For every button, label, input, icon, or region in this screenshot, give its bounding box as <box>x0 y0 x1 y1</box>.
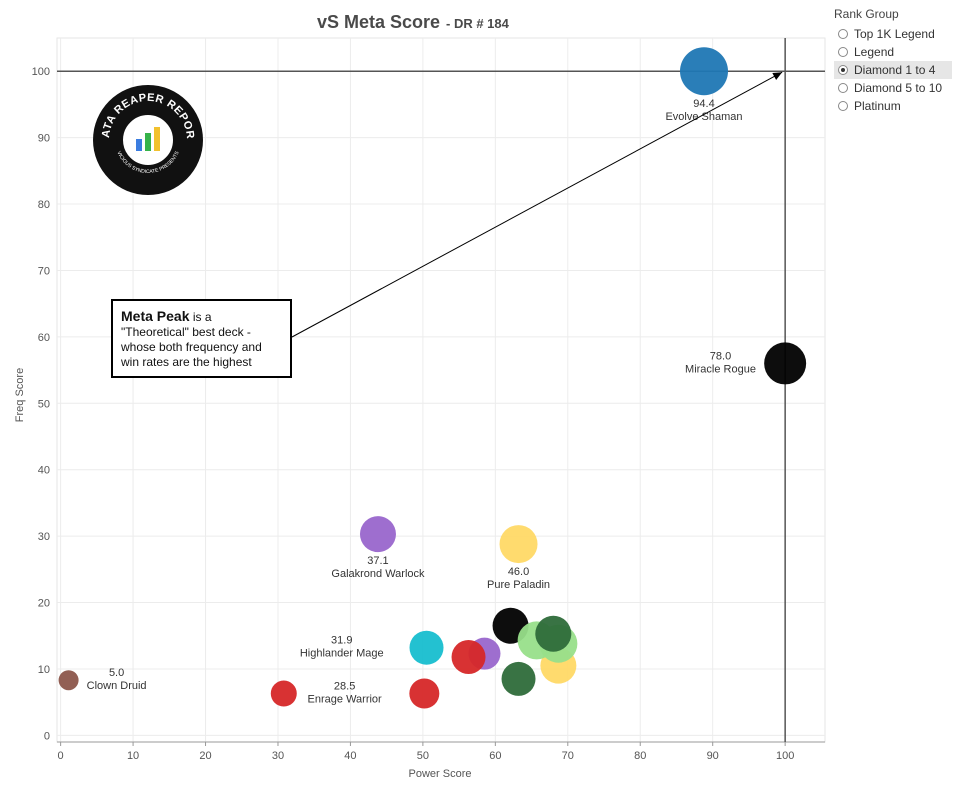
legend-item-platinum[interactable]: Platinum <box>834 97 952 115</box>
rank-group-legend: Rank Group Top 1K Legend Legend Diamond … <box>834 7 952 115</box>
legend-item-diamond-1-to-4[interactable]: Diamond 1 to 4 <box>834 61 952 79</box>
y-tick-label: 70 <box>38 265 50 277</box>
y-axis-title: Freq Score <box>14 368 26 422</box>
meta-peak-annotation: Meta Peak is a "Theoretical" best deck -… <box>111 299 292 378</box>
y-tick-label: 90 <box>38 133 50 145</box>
data-value-label: 78.0 <box>710 350 731 362</box>
data-reaper-logo: DATA REAPER REPORT VICIOUS SYNDICATE PRE… <box>93 85 203 195</box>
data-point <box>409 630 444 665</box>
legend-item-label: Diamond 1 to 4 <box>854 63 936 77</box>
x-tick-label: 100 <box>776 750 794 762</box>
legend-item-label: Platinum <box>854 99 901 113</box>
data-point <box>499 525 538 564</box>
y-tick-label: 40 <box>38 465 50 477</box>
data-name-label: Pure Paladin <box>487 579 550 591</box>
y-tick-label: 30 <box>38 531 50 543</box>
x-tick-label: 10 <box>127 750 139 762</box>
data-point <box>451 639 486 674</box>
y-tick-label: 20 <box>38 598 50 610</box>
x-tick-label: 70 <box>562 750 574 762</box>
svg-text:VICIOUS SYNDICATE PRESENTS: VICIOUS SYNDICATE PRESENTS <box>115 150 180 175</box>
chart-subtitle: - DR # 184 <box>446 16 510 31</box>
radio-icon[interactable] <box>838 101 848 111</box>
data-name-label: Galakrond Warlock <box>331 568 425 580</box>
logo-center <box>120 112 176 168</box>
data-point <box>359 516 396 553</box>
legend-item-label: Legend <box>854 45 895 59</box>
data-point <box>409 678 440 709</box>
x-tick-label: 40 <box>344 750 356 762</box>
svg-text:DATA REAPER REPORT: DATA REAPER REPORT <box>93 85 196 140</box>
data-value-label: 28.5 <box>334 681 355 693</box>
data-value-label: 37.1 <box>367 555 388 567</box>
legend-item-label: Diamond 5 to 10 <box>854 81 943 95</box>
data-name-label: Evolve Shaman <box>665 111 742 123</box>
y-tick-label: 80 <box>38 199 50 211</box>
data-value-label: 94.4 <box>693 98 714 110</box>
data-value-label: 46.0 <box>508 566 529 578</box>
data-point <box>764 342 807 385</box>
x-tick-label: 90 <box>707 750 719 762</box>
y-tick-label: 60 <box>38 332 50 344</box>
data-value-label: 31.9 <box>331 635 352 647</box>
data-name-label: Highlander Mage <box>300 648 384 660</box>
legend-item-label: Top 1K Legend <box>854 27 935 41</box>
x-tick-label: 0 <box>58 750 64 762</box>
logo-bar-blue <box>136 139 142 151</box>
legend-title: Rank Group <box>834 7 899 21</box>
logo-bar-green <box>145 133 151 151</box>
data-value-label: 5.0 <box>109 667 124 679</box>
logo-ring-text: DATA REAPER REPORT VICIOUS SYNDICATE PRE… <box>93 85 196 175</box>
meta-peak-arrow <box>291 71 783 338</box>
data-name-label: Clown Druid <box>87 680 147 692</box>
logo-bar-yellow <box>154 127 160 151</box>
legend-item-top-1k-legend[interactable]: Top 1K Legend <box>834 25 952 43</box>
radio-icon[interactable] <box>838 29 848 39</box>
y-tick-label: 0 <box>44 730 50 742</box>
data-name-label: Enrage Warrior <box>308 694 383 706</box>
meta-peak-arrow-head <box>772 72 783 81</box>
x-axis-title: Power Score <box>409 768 472 780</box>
annotation-bold: Meta Peak <box>121 308 190 324</box>
y-tick-label: 50 <box>38 398 50 410</box>
radio-icon[interactable] <box>838 47 848 57</box>
data-point <box>58 670 79 691</box>
data-point <box>501 661 536 696</box>
legend-item-diamond-5-to-10[interactable]: Diamond 5 to 10 <box>834 79 952 97</box>
legend-item-legend[interactable]: Legend <box>834 43 952 61</box>
data-point <box>680 47 729 96</box>
annotation-text: is a "Theoretical" best deck - whose bot… <box>121 310 262 369</box>
chart-title: vS Meta Score <box>317 12 440 32</box>
data-points <box>58 47 807 709</box>
radio-icon[interactable] <box>838 83 848 93</box>
y-tick-label: 10 <box>38 664 50 676</box>
radio-selected-icon[interactable] <box>838 65 848 75</box>
x-tick-label: 30 <box>272 750 284 762</box>
axes: 0 10 20 30 40 50 60 70 80 90 100 0 10 20 30 40 50 60 70 80 9… <box>32 66 825 762</box>
data-name-label: Miracle Rogue <box>685 363 756 375</box>
x-tick-label: 80 <box>634 750 646 762</box>
x-tick-label: 60 <box>489 750 501 762</box>
x-tick-label: 20 <box>199 750 211 762</box>
x-tick-label: 50 <box>417 750 429 762</box>
y-tick-label: 100 <box>32 66 50 78</box>
data-point <box>535 615 572 652</box>
data-point <box>270 680 297 707</box>
